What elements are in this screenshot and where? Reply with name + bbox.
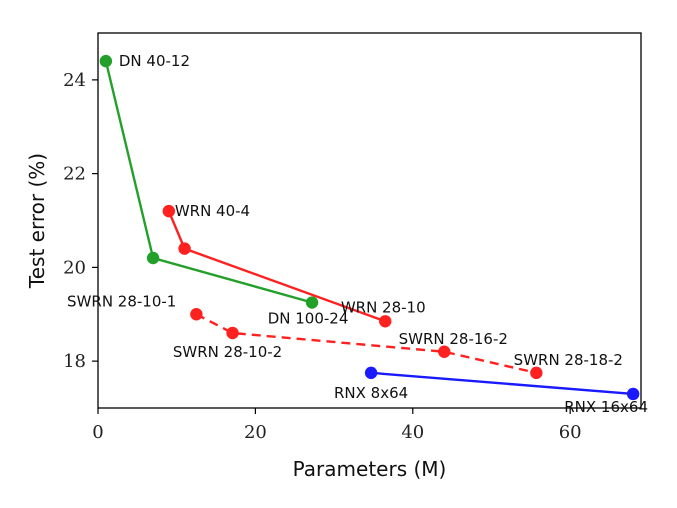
data-label: SWRN 28-16-2 [399, 330, 508, 348]
y-tick-label: 22 [63, 164, 86, 185]
series-line [195, 313, 537, 375]
data-label: DN 100-24 [268, 310, 349, 328]
data-label: DN 40-12 [119, 52, 190, 70]
x-tick-label: 40 [401, 422, 424, 443]
y-tick-label: 18 [63, 351, 86, 372]
data-point [162, 204, 176, 218]
data-label: SWRN 28-10-2 [173, 343, 282, 361]
series-line [370, 371, 634, 396]
x-tick-label: 60 [559, 422, 582, 443]
series-line [104, 60, 313, 304]
y-axis-title: Test error (%) [25, 153, 49, 289]
plot-layer: 0 20 40 60 18 20 22 24 Parameters (M) Test error … [25, 32, 648, 481]
data-point [99, 54, 113, 68]
data-label: SWRN 28-10-1 [67, 292, 176, 310]
y-tick-label: 20 [63, 257, 86, 278]
data-point [530, 366, 543, 380]
data-point [190, 308, 203, 321]
data-point [626, 387, 640, 401]
data-point [146, 251, 160, 265]
x-axis-title: Parameters (M) [293, 457, 447, 481]
plot-frame [97, 32, 642, 409]
data-label: WRN 40-4 [175, 202, 250, 220]
data-point [379, 315, 392, 328]
data-point [305, 296, 319, 309]
data-label: WRN 28-10 [341, 298, 426, 316]
data-point [438, 345, 451, 358]
data-label: SWRN 28-18-2 [514, 351, 623, 369]
data-point [178, 242, 191, 255]
data-point [226, 326, 239, 340]
data-label: RNX 16x64 [564, 398, 648, 416]
x-tick-label: 20 [244, 422, 267, 443]
x-tick-label: 0 [92, 422, 103, 443]
data-label: RNX 8x64 [334, 384, 408, 402]
y-tick-label: 24 [63, 70, 86, 91]
data-point [364, 366, 378, 380]
